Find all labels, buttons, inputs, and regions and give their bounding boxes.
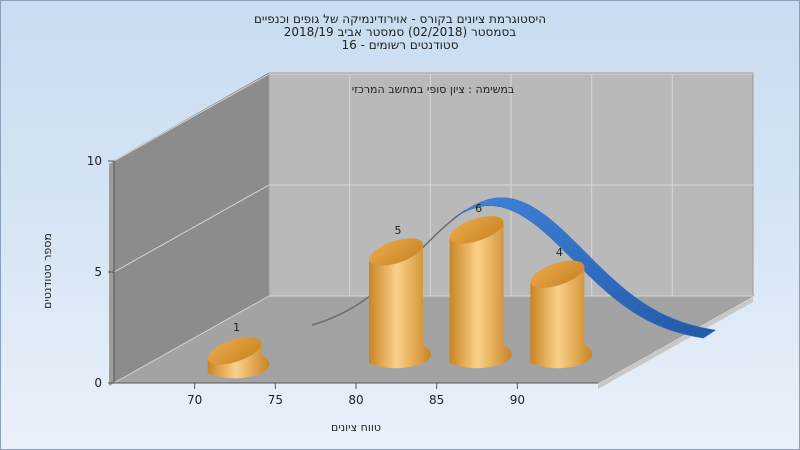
bar-cap [369,238,423,266]
y-tick-label: 5 [94,265,102,279]
x-tick-label: 90 [510,393,525,407]
bar-value-label: 6 [475,202,482,215]
bar-cap [207,337,262,365]
bar: 4 [530,246,593,369]
bar-value-label: 1 [233,321,240,334]
grid-line-side [113,295,270,384]
bar: 1 [207,321,270,379]
floor-edge [598,296,753,389]
y-ticks: 0 5 10 [87,154,114,390]
x-axis-label: טווח ציונים [331,421,381,434]
bar-cap [449,216,504,244]
bar: 6 [449,202,512,369]
chart-subtitle: במשימה : ציון סופי במחשב המרכזי [352,83,515,96]
chart-title-line-2: בסמסטר (02/2018) סמסטר אביב 2018/19 [283,25,517,39]
x-tick-label: 75 [268,393,283,407]
bar-value-label: 5 [395,224,402,237]
bar: 5 [369,224,431,369]
y-tick-label: 0 [94,376,102,390]
x-ticks: 70 75 80 85 90 [187,383,525,407]
bar-body [530,265,593,369]
bar-body [369,243,431,369]
grid-line-side [113,184,270,273]
bar-cap [530,260,585,288]
grid-line-side [113,73,270,162]
x-tick-label: 70 [187,393,202,407]
chart-title-line-1: היסטוגרמת ציונים בקורס - אוירודינמיקה של… [253,12,547,26]
bar-body [449,220,512,369]
y-axis-label: מספר סטודנטים [41,233,54,309]
x-tick-label: 85 [429,393,444,407]
bar-value-label: 4 [556,246,563,259]
chart-title-line-3: סטודנטים רשומים - 16 [341,38,459,52]
side-wall-edge [109,161,114,386]
y-tick-label: 10 [87,154,102,168]
fit-curve [453,197,717,339]
grid-lines [113,73,753,384]
x-tick-label: 80 [348,393,363,407]
